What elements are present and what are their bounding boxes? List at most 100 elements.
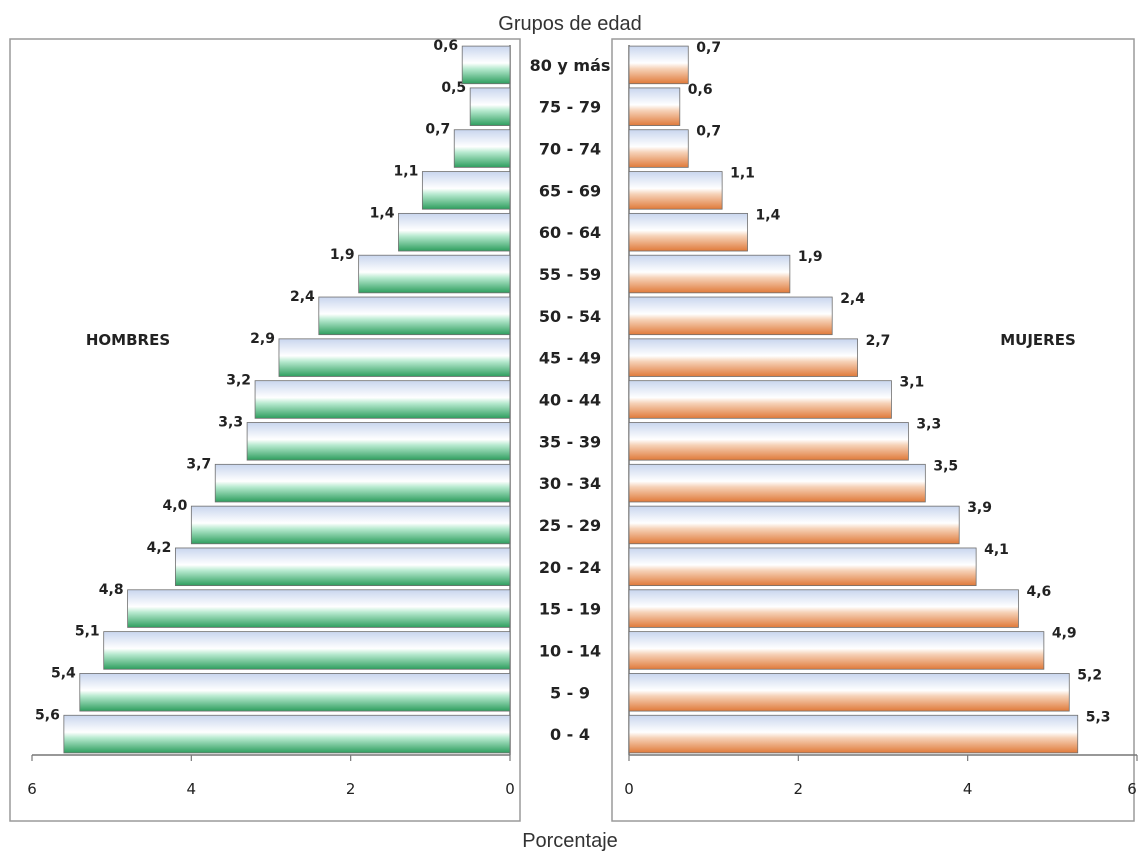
women-tick-label: 2 <box>794 780 804 798</box>
men-value-label: 1,9 <box>330 247 355 263</box>
men-value-label: 1,1 <box>394 164 419 180</box>
women-panel-frame <box>611 38 1135 822</box>
age-group-label: 5 - 9 <box>550 683 590 702</box>
age-group-label: 25 - 29 <box>539 516 601 535</box>
age-group-label: 50 - 54 <box>539 307 601 326</box>
men-bar-50-54 <box>318 296 511 336</box>
men-tick-label: 0 <box>505 780 515 798</box>
age-group-label: 30 - 34 <box>539 474 601 493</box>
women-value-label: 2,4 <box>840 291 865 307</box>
women-value-label: 3,9 <box>967 500 992 516</box>
women-x-ticks: 0 2 4 6 <box>624 755 1138 798</box>
men-value-label: 4,8 <box>99 582 124 598</box>
women-value-label: 0,6 <box>688 82 713 98</box>
women-value-label: 1,9 <box>798 249 823 265</box>
age-group-label: 40 - 44 <box>539 391 601 410</box>
age-group-label: 0 - 4 <box>550 725 590 744</box>
age-group-label: 65 - 69 <box>539 181 601 200</box>
age-group-label: 55 - 59 <box>539 265 601 284</box>
age-group-label: 10 - 14 <box>539 641 601 660</box>
women-bar-40-44 <box>628 380 892 419</box>
men-tick-label: 4 <box>187 780 197 798</box>
age-labels: 0 - 4 5 - 9 10 - 14 15 - 19 20 - 24 25 - 29 30… <box>530 56 611 744</box>
women-bar-5-9 <box>628 673 1070 712</box>
women-value-label: 4,1 <box>984 542 1009 558</box>
women-value-label: 3,1 <box>899 375 924 391</box>
women-bar-75-79 <box>628 87 681 126</box>
men-value-label: 0,6 <box>433 38 458 54</box>
women-bar-10-14 <box>628 631 1045 670</box>
women-bar-55-59 <box>628 254 791 294</box>
men-bar-60-64 <box>398 212 511 252</box>
men-bar-0-4 <box>63 714 511 754</box>
men-value-label: 2,4 <box>290 289 315 305</box>
men-bar-25-29 <box>190 505 511 545</box>
age-group-label: 35 - 39 <box>539 432 601 451</box>
age-group-label: 70 - 74 <box>539 140 601 159</box>
men-bars: 5,6 5,4 5,1 4,8 4,2 4,0 3,7 3,3 3,2 2,9 2,4 1,9 1,4 1… <box>35 38 511 754</box>
men-value-label: 3,2 <box>226 373 251 389</box>
men-bar-65-69 <box>421 171 511 210</box>
men-bar-70-74 <box>453 129 511 168</box>
men-value-label: 2,9 <box>250 331 275 347</box>
men-bar-5-9 <box>79 673 511 712</box>
men-bar-35-39 <box>246 422 511 461</box>
women-tick-label: 6 <box>1127 780 1137 798</box>
men-value-label: 0,7 <box>425 122 450 138</box>
women-value-label: 5,2 <box>1077 667 1102 683</box>
men-bar-45-49 <box>278 338 511 377</box>
men-value-label: 3,3 <box>218 415 243 431</box>
women-bar-15-19 <box>628 589 1019 628</box>
women-value-label: 4,6 <box>1026 584 1051 600</box>
age-group-label: 60 - 64 <box>539 223 601 242</box>
women-value-label: 0,7 <box>696 124 721 140</box>
men-value-label: 3,7 <box>186 456 211 472</box>
age-group-label: 20 - 24 <box>539 558 601 577</box>
women-tick-label: 4 <box>963 780 973 798</box>
women-bar-30-34 <box>628 463 926 503</box>
men-value-label: 5,6 <box>35 707 60 723</box>
women-value-label: 4,9 <box>1052 626 1077 642</box>
men-bar-15-19 <box>127 589 511 628</box>
women-bar-45-49 <box>628 338 859 377</box>
men-bar-75-79 <box>469 87 511 126</box>
men-panel-frame <box>9 38 521 822</box>
men-value-label: 1,4 <box>370 205 395 221</box>
women-value-label: 2,7 <box>866 333 891 349</box>
men-bar-80ymás <box>461 45 511 85</box>
women-series-label: MUJERES <box>1000 331 1076 349</box>
x-axis-title: Porcentaje <box>522 830 618 852</box>
men-value-label: 5,4 <box>51 665 76 681</box>
men-bar-20-24 <box>174 547 511 587</box>
men-bar-55-59 <box>358 254 511 294</box>
men-bar-40-44 <box>254 380 511 419</box>
chart-title: Grupos de edad <box>498 13 641 35</box>
age-group-label: 80 y más <box>530 56 611 75</box>
men-value-label: 4,0 <box>163 498 188 514</box>
women-bar-60-64 <box>628 212 748 252</box>
men-tick-label: 6 <box>27 780 37 798</box>
men-bar-10-14 <box>103 631 511 670</box>
women-value-label: 3,5 <box>933 458 958 474</box>
women-bars: 5,3 5,2 4,9 4,6 4,1 3,9 3,5 3,3 3,1 2,7 2,4 1,9 1,4 1… <box>628 40 1111 754</box>
age-group-label: 15 - 19 <box>539 600 601 619</box>
men-x-ticks: 0 2 4 6 <box>27 755 515 798</box>
men-tick-label: 2 <box>346 780 356 798</box>
women-value-label: 5,3 <box>1086 709 1111 725</box>
women-bar-0-4 <box>628 714 1079 754</box>
women-value-label: 1,1 <box>730 166 755 182</box>
men-value-label: 5,1 <box>75 624 100 640</box>
men-series-label: HOMBRES <box>86 331 170 349</box>
women-bar-80ymás <box>628 45 689 85</box>
age-group-label: 45 - 49 <box>539 349 601 368</box>
women-value-label: 0,7 <box>696 40 721 56</box>
women-bar-50-54 <box>628 296 833 336</box>
women-bar-20-24 <box>628 547 977 587</box>
women-value-label: 3,3 <box>916 417 941 433</box>
men-bar-30-34 <box>214 463 511 503</box>
women-tick-label: 0 <box>624 780 634 798</box>
women-bar-35-39 <box>628 422 909 461</box>
women-bar-25-29 <box>628 505 960 545</box>
women-bar-65-69 <box>628 171 723 210</box>
